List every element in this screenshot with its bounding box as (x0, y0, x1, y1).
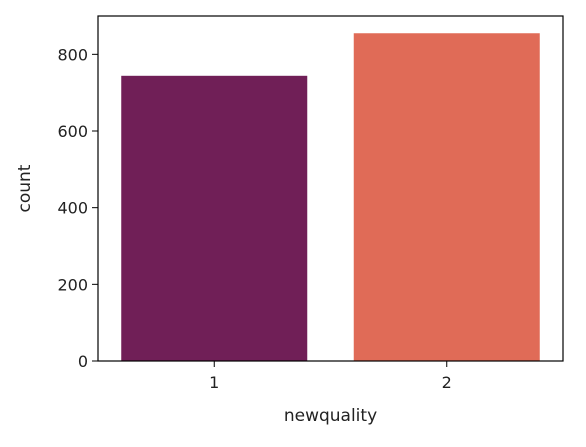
plot-frame (97, 15, 564, 362)
y-tick-label: 800 (57, 45, 88, 64)
y-tick-label: 200 (57, 275, 88, 294)
bar-2 (353, 33, 540, 361)
x-tick-label: 2 (442, 373, 452, 392)
bars (121, 33, 540, 362)
x-axis-label: newquality (284, 406, 377, 426)
x-tick-label: 1 (209, 373, 219, 392)
bar-1 (121, 75, 308, 362)
y-tick-label: 400 (57, 199, 88, 218)
y-axis-ticks: 0 200 400 600 800 (57, 45, 98, 371)
y-axis-label: count (15, 164, 35, 212)
y-tick-label: 0 (78, 352, 88, 371)
y-tick-label: 600 (57, 122, 88, 141)
